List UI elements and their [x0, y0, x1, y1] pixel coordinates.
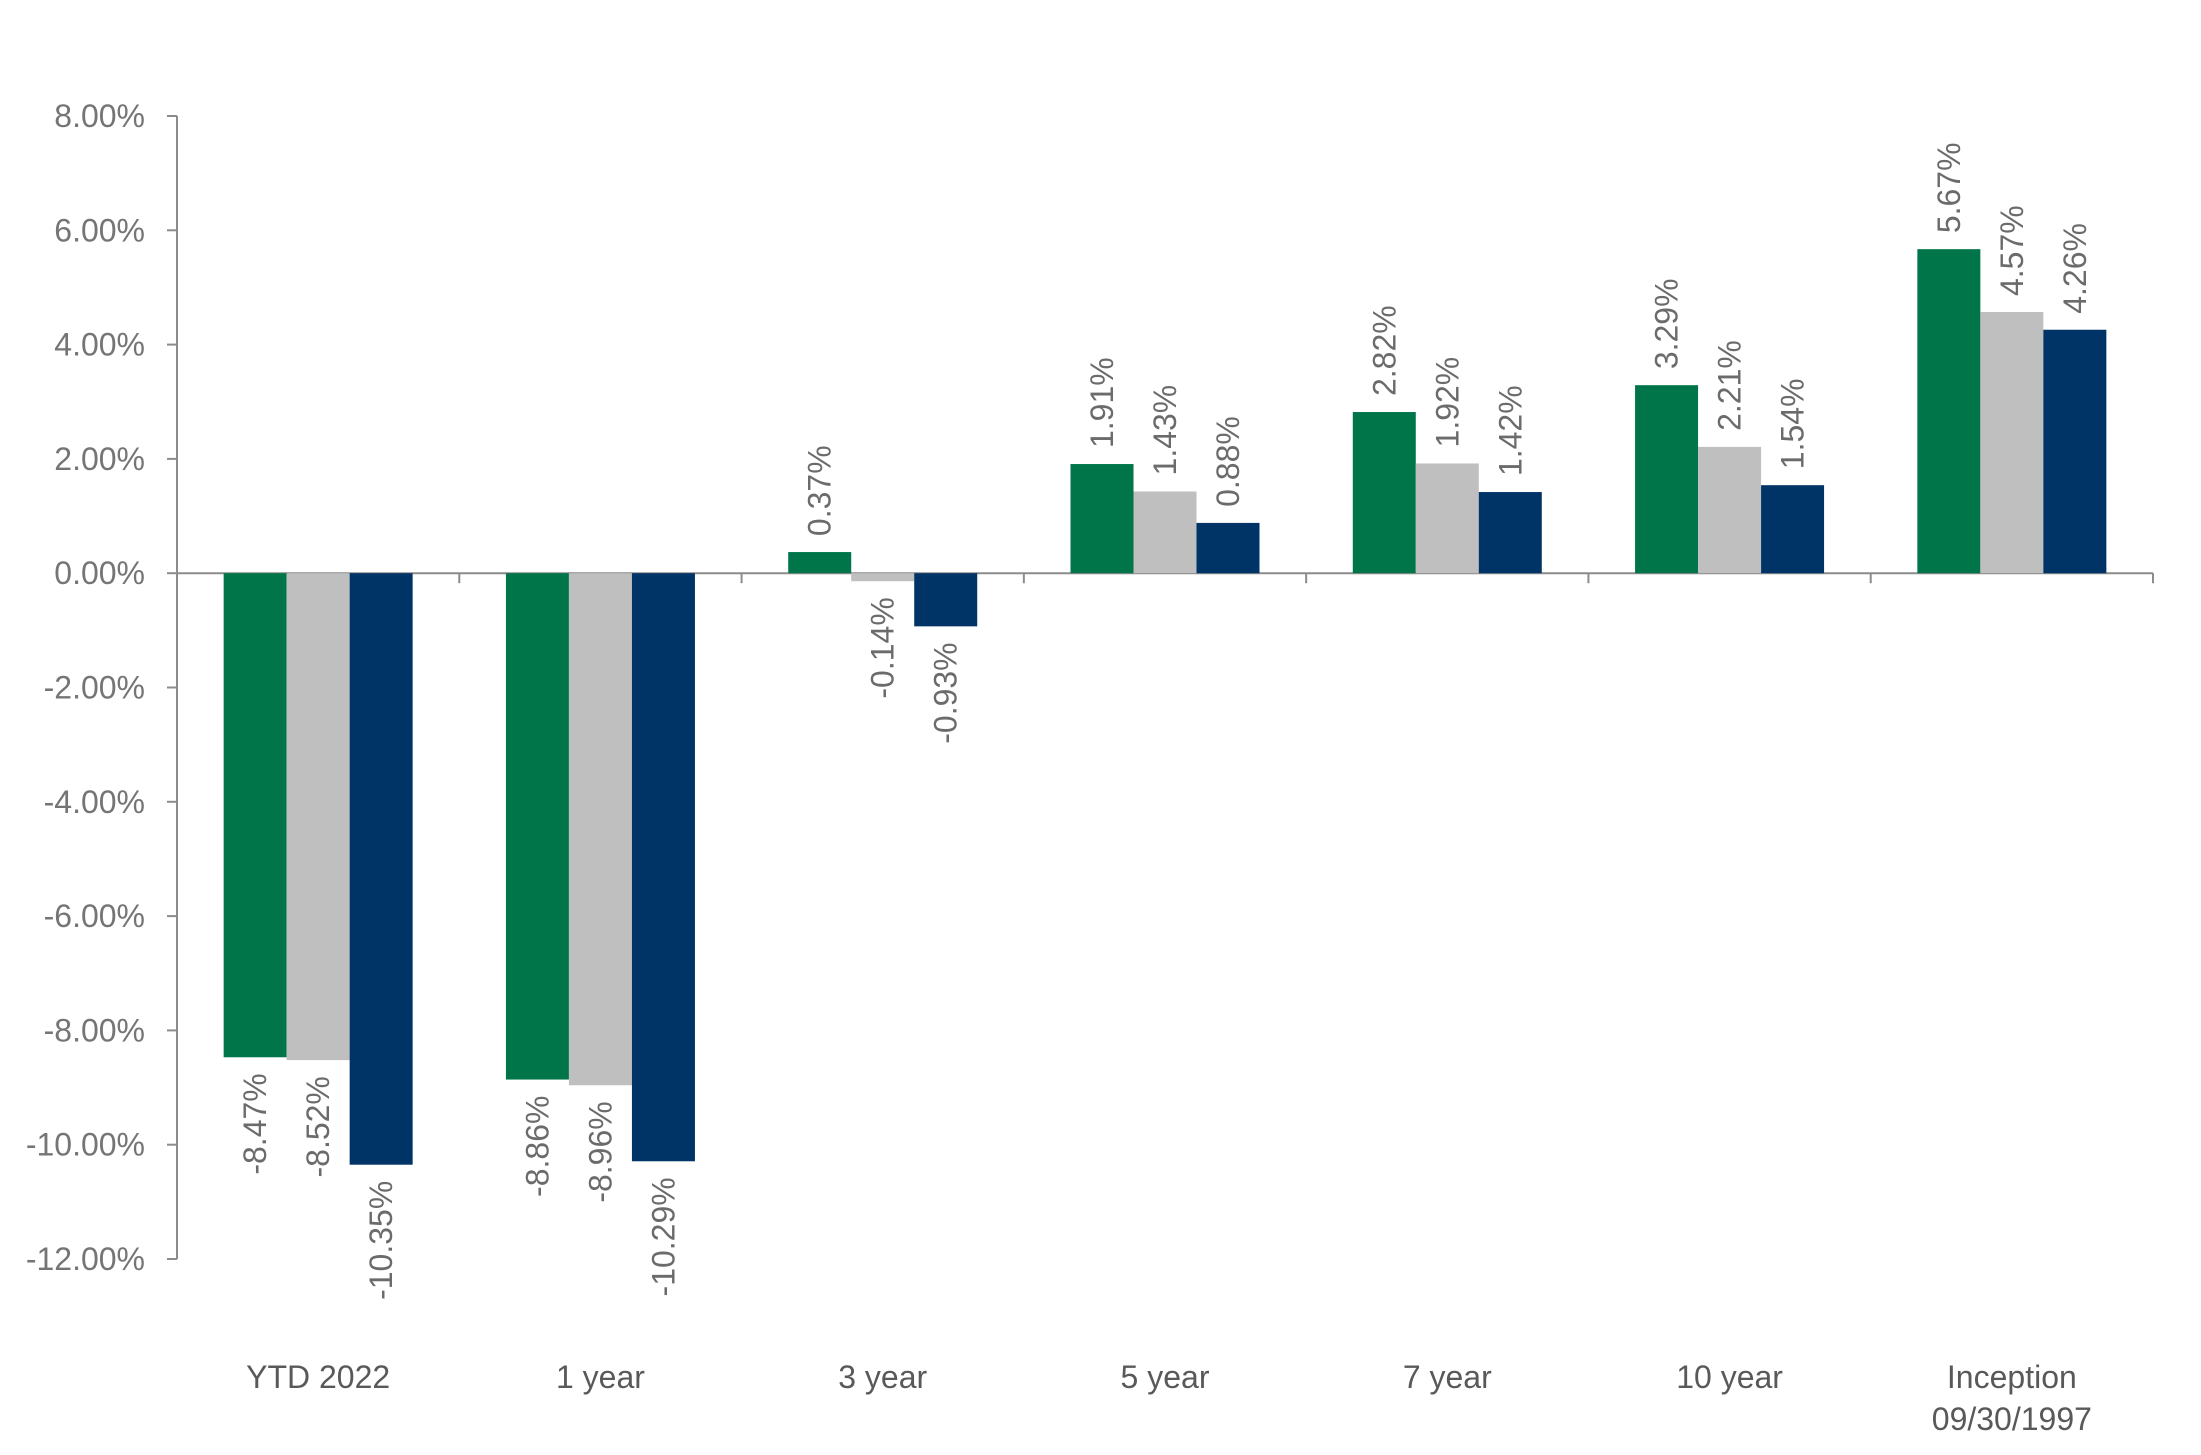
bar — [1196, 522, 1260, 574]
data-label: 1.54% — [1775, 378, 1811, 469]
y-tick-label: 8.00% — [54, 98, 145, 134]
data-label: 2.82% — [1366, 305, 1402, 396]
bar — [914, 573, 978, 627]
data-label: 0.88% — [1210, 416, 1246, 507]
bar — [1917, 249, 1981, 574]
data-label: 1.43% — [1147, 385, 1183, 476]
y-axis: 8.00% 6.00% 4.00% 2.00% 0.00% -2.00% -4.00% -6.… — [26, 98, 178, 1277]
x-tick-label: 7 year — [1403, 1359, 1492, 1395]
bar — [851, 573, 915, 582]
x-tick-label: 09/30/1997 — [1932, 1401, 2092, 1437]
bar — [1980, 312, 2044, 574]
bar — [568, 573, 632, 1086]
y-tick-label: 0.00% — [54, 555, 145, 591]
y-tick-label: 6.00% — [54, 212, 145, 248]
y-tick-label: -2.00% — [44, 670, 145, 706]
bar — [1133, 491, 1197, 574]
y-tick-label: -6.00% — [44, 898, 145, 934]
bar — [1352, 412, 1416, 574]
bar — [223, 573, 287, 1058]
data-label: 1.91% — [1084, 357, 1120, 448]
data-label: -0.93% — [928, 642, 964, 743]
bar — [349, 573, 413, 1165]
data-label: 4.26% — [2057, 223, 2093, 314]
bar — [1761, 485, 1825, 574]
data-label: -0.14% — [865, 597, 901, 698]
y-tick-label: -10.00% — [26, 1127, 145, 1163]
data-label: -8.52% — [300, 1076, 336, 1177]
bar — [505, 573, 569, 1080]
bar — [1070, 464, 1134, 574]
data-label: -8.86% — [519, 1096, 555, 1197]
data-label: -8.47% — [237, 1073, 273, 1174]
x-axis — [176, 572, 2154, 584]
x-tick-label: YTD 2022 — [246, 1359, 390, 1395]
data-label: 5.67% — [1931, 142, 1967, 233]
data-label: -8.96% — [582, 1101, 618, 1202]
data-label: -10.35% — [363, 1181, 399, 1300]
x-tick-label: 1 year — [556, 1359, 645, 1395]
data-label: 1.92% — [1429, 357, 1465, 448]
y-tick-label: -4.00% — [44, 784, 145, 820]
y-tick-label: -8.00% — [44, 1012, 145, 1048]
bar — [1635, 385, 1699, 574]
bar — [631, 573, 695, 1162]
y-tick-label: 4.00% — [54, 327, 145, 363]
y-tick-label: 2.00% — [54, 441, 145, 477]
data-label: 0.37% — [802, 445, 838, 536]
bars — [223, 249, 2107, 1165]
data-label: 2.21% — [1712, 340, 1748, 431]
bar — [1698, 446, 1762, 574]
x-tick-label: Inception — [1947, 1359, 2077, 1395]
bar — [2043, 329, 2107, 574]
data-label: 3.29% — [1649, 278, 1685, 369]
bar — [1478, 492, 1542, 574]
y-tick-label: -12.00% — [26, 1241, 145, 1277]
data-label: 4.57% — [1994, 205, 2030, 296]
bar — [788, 552, 852, 574]
x-tick-label: 10 year — [1676, 1359, 1783, 1395]
bar — [286, 573, 350, 1061]
bar — [1415, 463, 1479, 574]
data-label: -10.29% — [645, 1177, 681, 1296]
x-tick-label: 3 year — [838, 1359, 927, 1395]
data-label: 1.42% — [1492, 385, 1528, 476]
category-labels: YTD 2022 1 year 3 year 5 year 7 year 10 year I… — [246, 1359, 2092, 1437]
x-tick-label: 5 year — [1121, 1359, 1210, 1395]
value-labels: -8.47% -8.52% -10.35% -8.86% -8.96% -10.29% 0.… — [237, 142, 2093, 1299]
